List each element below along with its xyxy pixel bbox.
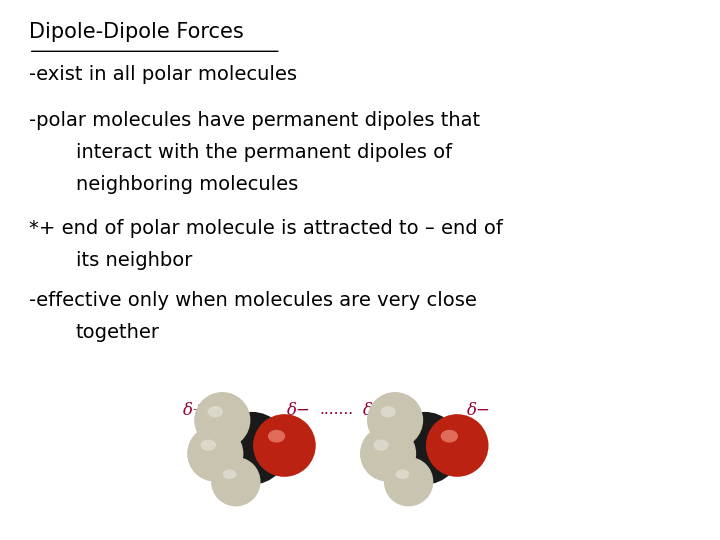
Ellipse shape [367,392,423,448]
Ellipse shape [374,440,389,451]
Text: interact with the permanent dipoles of: interact with the permanent dipoles of [76,143,451,162]
Text: δ−: δ− [467,402,491,419]
Ellipse shape [426,414,488,477]
Text: δ+: δ+ [362,402,387,419]
Ellipse shape [360,426,416,482]
Ellipse shape [268,430,285,443]
Ellipse shape [395,469,409,479]
Text: together: together [76,323,160,342]
Ellipse shape [268,430,285,442]
Text: its neighbor: its neighbor [76,251,192,270]
Ellipse shape [389,412,461,484]
Text: neighboring molecules: neighboring molecules [76,176,298,194]
Ellipse shape [187,426,243,482]
Text: -exist in all polar molecules: -exist in all polar molecules [29,65,297,84]
Text: δ+: δ+ [182,402,207,419]
Ellipse shape [441,430,458,443]
Ellipse shape [384,457,433,507]
Ellipse shape [222,469,236,479]
Ellipse shape [380,406,396,417]
Ellipse shape [207,406,223,417]
Text: δ−: δ− [287,402,311,419]
Ellipse shape [211,457,261,507]
Ellipse shape [441,430,458,442]
Text: -polar molecules have permanent dipoles that: -polar molecules have permanent dipoles … [29,111,480,130]
Text: *+ end of polar molecule is attracted to – end of: *+ end of polar molecule is attracted to… [29,219,503,238]
Ellipse shape [201,440,216,451]
Text: .......: ....... [319,402,354,417]
Ellipse shape [194,392,251,448]
Ellipse shape [253,414,315,477]
Ellipse shape [216,412,288,484]
Text: -effective only when molecules are very close: -effective only when molecules are very … [29,291,477,309]
Text: Dipole-Dipole Forces: Dipole-Dipole Forces [29,22,243,42]
